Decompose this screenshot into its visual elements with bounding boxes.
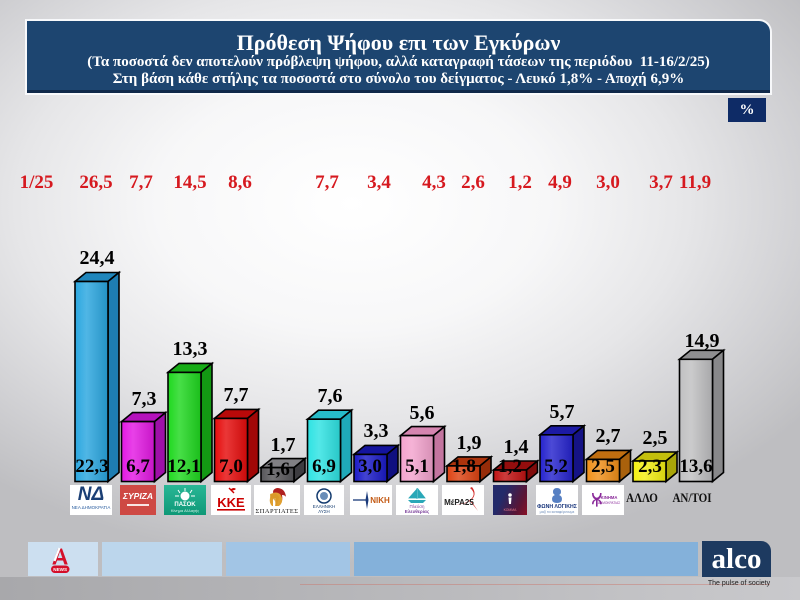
svg-text:NEWS: NEWS	[53, 567, 67, 572]
svg-text:ΚΙΝΗΜΑ: ΚΙΝΗΜΑ	[601, 495, 618, 500]
svg-text:Πλεύση: Πλεύση	[410, 504, 425, 509]
svg-text:A: A	[52, 544, 69, 570]
svg-text:Ελευθερίας: Ελευθερίας	[405, 509, 430, 515]
svg-text:ΝΙΚΗ: ΝΙΚΗ	[370, 496, 390, 505]
svg-text:Κίνημα Αλλαγής: Κίνημα Αλλαγής	[171, 508, 199, 513]
svg-text:ΚΟΜΜΑ: ΚΟΜΜΑ	[504, 508, 517, 512]
svg-text:ΦΩΝΗ ΛΟΓΙΚΗΣ: ΦΩΝΗ ΛΟΓΙΚΗΣ	[537, 504, 577, 510]
svg-text:ΛΥΣΗ: ΛΥΣΗ	[318, 509, 329, 514]
svg-text:ΕΛΛΗΝΙΚΗ: ΕΛΛΗΝΙΚΗ	[313, 504, 335, 509]
svg-text:ΜέΡΑ25: ΜέΡΑ25	[444, 498, 474, 507]
svg-text:ΠΑΣΟΚ: ΠΑΣΟΚ	[174, 502, 196, 508]
svg-text:μαζί τα καταφέρνουμε: μαζί τα καταφέρνουμε	[540, 510, 575, 514]
svg-text:ΔΗΜΟΚΡΑΤΙΑΣ: ΔΗΜΟΚΡΑΤΙΑΣ	[598, 501, 620, 505]
svg-text:ΣΠΑΡΤΙΑΤΕΣ: ΣΠΑΡΤΙΑΤΕΣ	[256, 508, 299, 515]
svg-text:ΚΚΕ: ΚΚΕ	[217, 495, 245, 510]
